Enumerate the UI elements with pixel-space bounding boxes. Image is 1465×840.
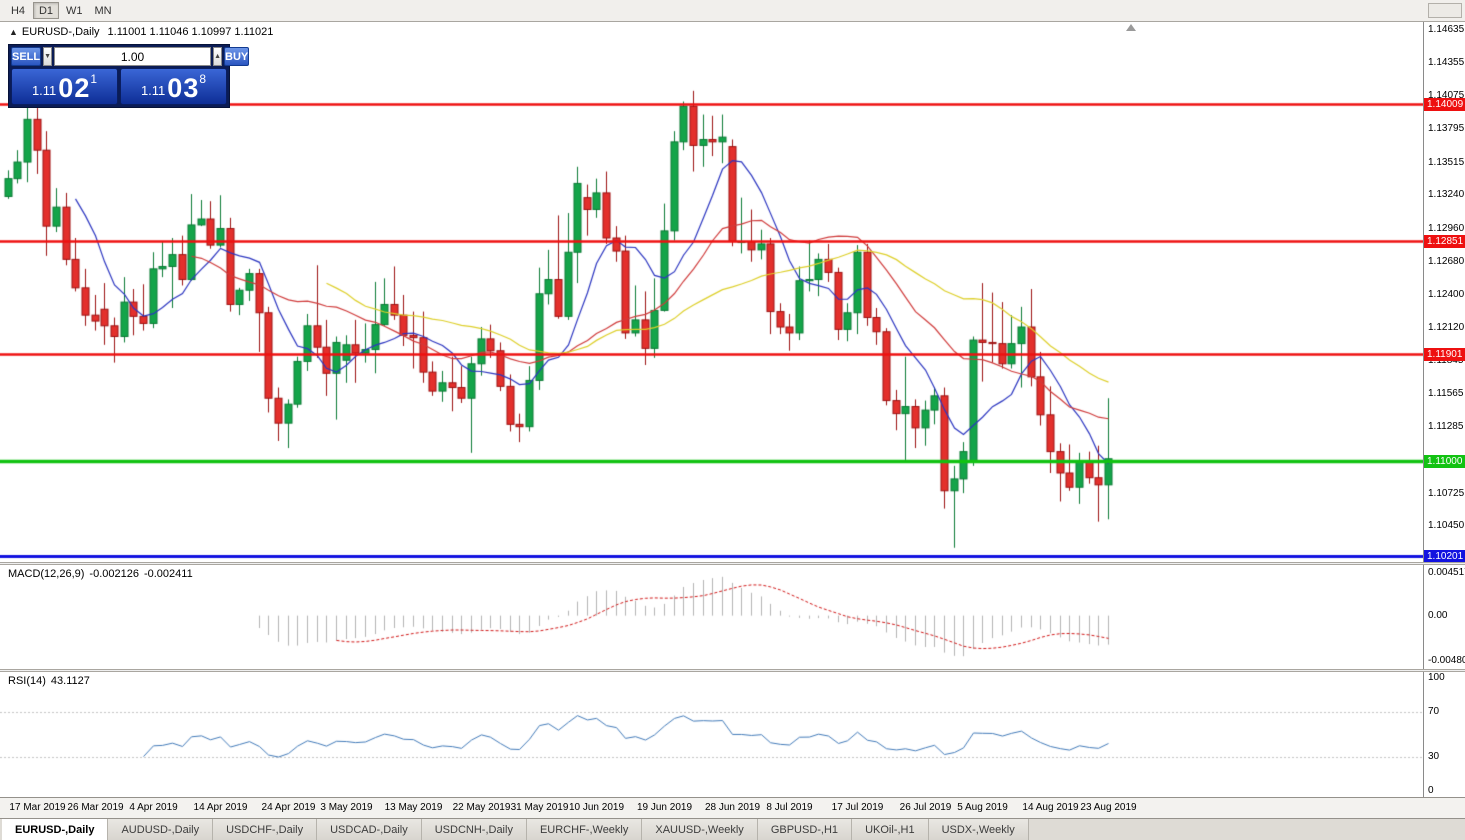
price-level-badge: 1.14009 <box>1424 98 1465 111</box>
price-tick-label: 1.13795 <box>1428 123 1465 135</box>
rsi-axis-label: 100 <box>1428 672 1445 683</box>
chart-tab-bar: EURUSD-,Daily AUDUSD-,Daily USDCHF-,Daily U… <box>0 818 1465 840</box>
date-label: 17 Mar 2019 <box>9 802 66 813</box>
rsi-panel-separator[interactable] <box>0 669 1465 672</box>
date-label: 31 May 2019 <box>510 802 569 813</box>
rsi-axis-label: 70 <box>1428 705 1440 717</box>
price-tick-label: 1.14075 <box>1428 90 1465 102</box>
date-label: 28 Jun 2019 <box>704 802 761 813</box>
timeframe-button-w1[interactable]: W1 <box>61 2 88 19</box>
macd-axis-label: 0.004517 <box>1428 567 1465 578</box>
buy-button[interactable]: BUY <box>224 47 250 66</box>
date-label: 14 Apr 2019 <box>193 802 248 813</box>
date-label: 17 Jul 2019 <box>831 802 884 813</box>
rsi-value: 43.1127 <box>50 675 90 687</box>
price-tick-label: 1.12120 <box>1428 322 1465 334</box>
price-level-badge: 1.10201 <box>1424 549 1465 563</box>
price-level-badge: 1.11901 <box>1424 348 1465 362</box>
chart-shift-marker[interactable] <box>1126 24 1136 31</box>
buy-price-pips: 03 <box>167 73 200 104</box>
macd-indicator-label: MACD(12,26,9) -0.002126 -0.002411 <box>8 568 198 580</box>
lot-increase-button[interactable]: ▲ <box>213 47 222 66</box>
tab-audusd-daily[interactable]: AUDUSD-,Daily <box>108 819 214 840</box>
date-label: 4 Apr 2019 <box>129 802 178 813</box>
rsi-name: RSI(14) <box>8 675 46 687</box>
price-level-badge: 1.11000 <box>1424 455 1465 469</box>
date-label: 3 May 2019 <box>320 802 373 813</box>
price-tick-label: 1.14635 <box>1428 23 1465 35</box>
tab-usdx-weekly[interactable]: USDX-,Weekly <box>928 819 1029 840</box>
rsi-axis-label: 30 <box>1428 751 1440 763</box>
price-tick-label: 1.11285 <box>1428 421 1464 433</box>
chart-symbol-period-label: EURUSD-,Daily <box>21 26 100 38</box>
buy-price-display[interactable]: 1.11 03 8 <box>120 68 227 105</box>
tab-usdchf-daily[interactable]: USDCHF-,Daily <box>213 819 318 840</box>
tab-ukoil-h1[interactable]: UKOil-,H1 <box>852 819 929 840</box>
tab-gbpusd-h1[interactable]: GBPUSD-,H1 <box>757 819 853 840</box>
trade-prices-row: 1.11 02 1 1.11 03 8 <box>11 68 227 105</box>
date-label: 22 May 2019 <box>452 802 511 813</box>
one-click-trading-panel: SELL ▼ ▲ BUY 1.11 02 1 1.11 03 8 <box>8 44 250 108</box>
rsi-indicator-canvas[interactable] <box>0 672 1423 797</box>
sell-button[interactable]: SELL <box>11 47 42 66</box>
date-label: 26 Jul 2019 <box>899 802 952 813</box>
macd-axis-label: 0.00 <box>1428 609 1448 621</box>
toolbar-corner-box <box>1428 3 1462 18</box>
macd-panel-separator[interactable] <box>0 562 1465 565</box>
price-tick-label: 1.13515 <box>1428 156 1465 168</box>
sell-price-display[interactable]: 1.11 02 1 <box>11 68 118 105</box>
date-label: 26 Mar 2019 <box>67 802 124 813</box>
timeframe-button-d1[interactable]: D1 <box>33 2 59 19</box>
date-label: 23 Aug 2019 <box>1080 802 1137 813</box>
trade-controls-row: SELL ▼ ▲ BUY <box>11 47 250 66</box>
tab-eurusd-daily[interactable]: EURUSD-,Daily <box>2 819 109 840</box>
date-label: 5 Aug 2019 <box>957 802 1008 813</box>
lot-size-input[interactable] <box>54 47 212 66</box>
date-label: 24 Apr 2019 <box>261 802 316 813</box>
price-tick-label: 1.14355 <box>1428 56 1465 68</box>
date-label: 8 Jul 2019 <box>766 802 813 813</box>
macd-signal-value: -0.002411 <box>143 568 193 580</box>
chart-title: ▲ EURUSD-,Daily 1.11001 1.11046 1.10997 1.… <box>9 26 273 38</box>
buy-price-bigfigure: 1.11 <box>140 83 166 98</box>
macd-main-value: -0.002126 <box>89 568 139 580</box>
timeframe-button-mn[interactable]: MN <box>90 2 117 19</box>
date-axis[interactable]: 17 Mar 2019 26 Mar 2019 4 Apr 2019 14 Apr 2… <box>0 797 1465 818</box>
date-label: 19 Jun 2019 <box>636 802 693 813</box>
trade-panel-collapse-icon[interactable]: ▲ <box>9 27 18 37</box>
price-tick-label: 1.12680 <box>1428 255 1465 267</box>
date-label: 10 Jun 2019 <box>568 802 625 813</box>
price-tick-label: 1.11565 <box>1428 388 1464 400</box>
lot-decrease-button[interactable]: ▼ <box>43 47 53 66</box>
sell-price-point: 1 <box>90 72 98 86</box>
price-tick-label: 1.12400 <box>1428 288 1465 300</box>
macd-indicator-canvas[interactable] <box>0 565 1423 669</box>
sell-price-bigfigure: 1.11 <box>31 83 57 98</box>
date-label: 13 May 2019 <box>384 802 443 813</box>
price-level-badge: 1.12851 <box>1424 235 1465 249</box>
chart-ohlc-values: 1.11001 1.11046 1.10997 1.11021 <box>107 26 274 38</box>
timeframe-button-h4[interactable]: H4 <box>5 2 31 19</box>
date-label: 14 Aug 2019 <box>1022 802 1079 813</box>
timeframe-toolbar: H4 D1 W1 MN <box>0 0 1465 22</box>
price-axis[interactable]: 1.14635 1.14355 1.14075 1.13795 1.13515 1.132… <box>1423 22 1465 797</box>
macd-axis-label: -0.004806 <box>1428 655 1465 666</box>
main-price-chart-canvas[interactable] <box>0 22 1423 562</box>
tab-usdcad-daily[interactable]: USDCAD-,Daily <box>317 819 422 840</box>
macd-name: MACD(12,26,9) <box>8 568 85 580</box>
price-tick-label: 1.10725 <box>1428 487 1465 499</box>
tab-xauusd-weekly[interactable]: XAUUSD-,Weekly <box>642 819 758 840</box>
rsi-indicator-label: RSI(14) 43.1127 <box>8 675 95 687</box>
price-tick-label: 1.12960 <box>1428 222 1465 234</box>
buy-price-point: 8 <box>199 72 207 86</box>
tab-eurchf-weekly[interactable]: EURCHF-,Weekly <box>526 819 643 840</box>
tab-usdcnh-daily[interactable]: USDCNH-,Daily <box>421 819 527 840</box>
rsi-axis-label: 0 <box>1428 785 1434 796</box>
price-tick-label: 1.13240 <box>1428 189 1465 201</box>
price-tick-label: 1.10450 <box>1428 520 1465 532</box>
sell-price-pips: 02 <box>58 73 91 104</box>
